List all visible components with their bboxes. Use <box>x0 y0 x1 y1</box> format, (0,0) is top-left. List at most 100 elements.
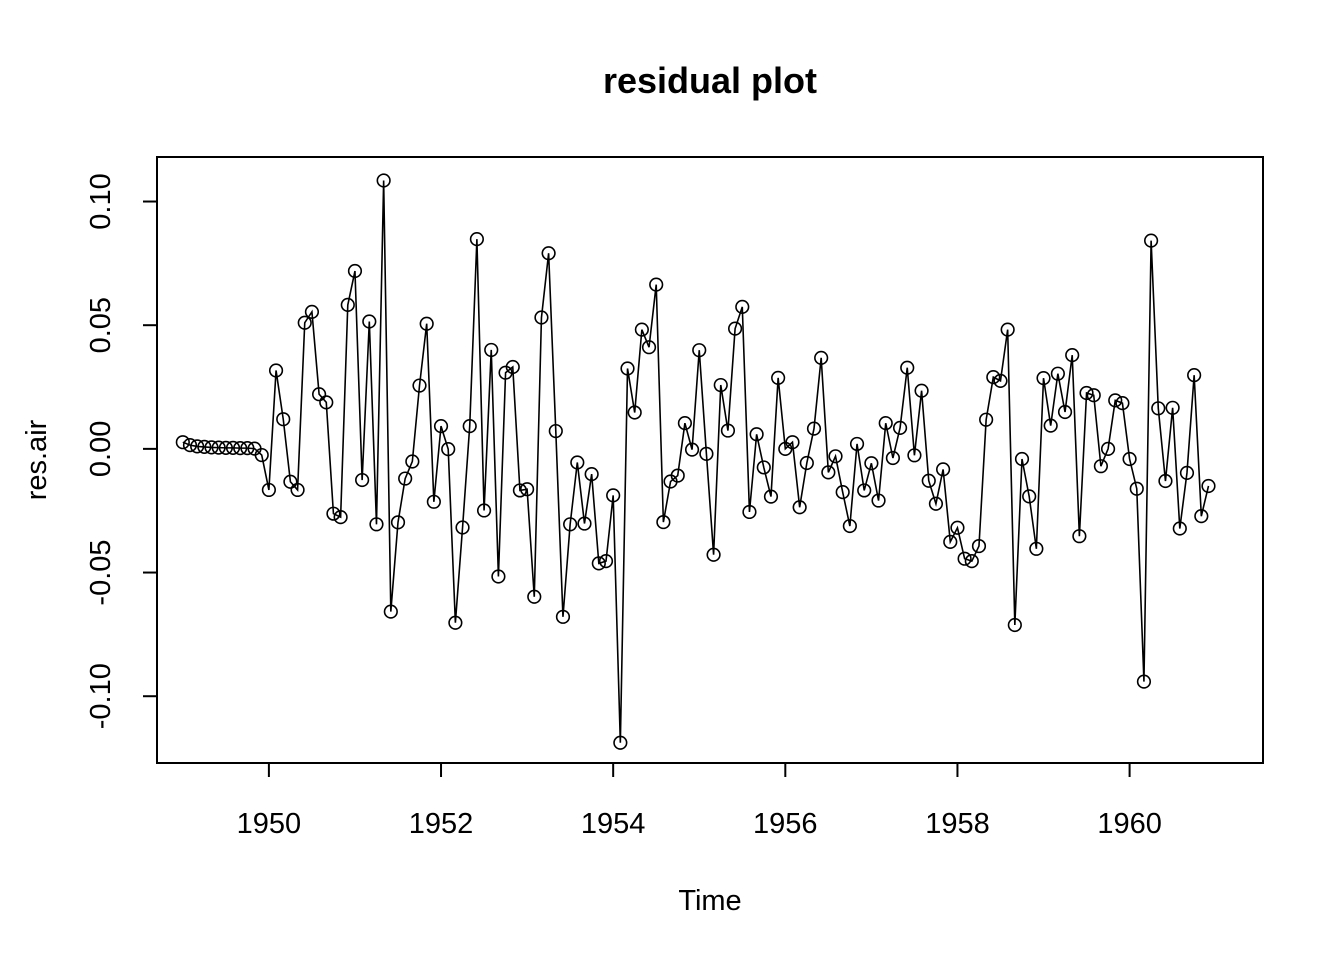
data-point <box>1108 393 1123 408</box>
data-point <box>971 538 987 554</box>
data-point <box>591 556 606 571</box>
data-point <box>785 435 800 450</box>
data-point <box>1144 233 1159 248</box>
data-point <box>254 447 269 463</box>
data-point <box>376 173 391 188</box>
series-res-air <box>175 173 1216 750</box>
chart-title: residual plot <box>603 60 817 101</box>
data-point <box>1036 371 1051 386</box>
data-point <box>670 468 685 483</box>
data-point <box>649 277 664 292</box>
data-point <box>1079 385 1094 401</box>
x-tick-label: 1950 <box>237 808 302 840</box>
data-point <box>692 343 707 358</box>
data-point <box>979 412 994 427</box>
data-point <box>347 263 363 279</box>
data-point <box>297 315 312 330</box>
data-point <box>340 297 355 313</box>
y-tick-label: 0.10 <box>85 173 117 229</box>
data-point <box>527 589 542 604</box>
data-point <box>720 423 736 438</box>
data-point <box>763 489 779 504</box>
data-point <box>570 455 585 470</box>
data-point <box>283 474 298 489</box>
data-point <box>519 482 535 497</box>
data-point <box>1165 400 1180 415</box>
data-point <box>290 482 305 498</box>
data-point <box>1122 451 1137 467</box>
data-point <box>1000 322 1015 337</box>
data-point <box>1115 396 1130 411</box>
data-point <box>993 373 1008 388</box>
y-tick-label: -0.10 <box>85 663 117 729</box>
data-point <box>233 441 248 456</box>
data-point <box>706 547 721 562</box>
data-point <box>369 517 384 532</box>
data-point <box>857 483 872 498</box>
data-point <box>1065 348 1080 363</box>
data-point <box>1151 401 1166 416</box>
data-point <box>627 405 642 420</box>
data-point <box>771 370 786 385</box>
data-point <box>175 435 190 450</box>
data-point <box>756 460 771 475</box>
data-point <box>598 554 614 569</box>
data-point <box>749 427 764 442</box>
data-point <box>921 473 936 488</box>
data-point <box>907 448 922 463</box>
data-point <box>462 419 477 434</box>
data-point <box>821 465 836 480</box>
data-point <box>218 440 233 455</box>
x-tick-label: 1958 <box>925 808 990 840</box>
x-tick-label: 1952 <box>409 808 474 840</box>
data-point <box>448 615 463 630</box>
data-point <box>1100 441 1116 456</box>
data-point <box>433 419 449 434</box>
data-point <box>197 439 212 454</box>
data-point <box>1050 366 1065 381</box>
data-point <box>548 423 563 439</box>
data-point <box>268 363 284 378</box>
data-point <box>900 360 915 375</box>
data-point <box>1043 418 1058 433</box>
data-point <box>613 735 628 750</box>
data-point <box>405 454 420 469</box>
data-point <box>512 483 528 498</box>
data-point <box>1072 529 1087 544</box>
data-point <box>584 467 599 482</box>
data-point <box>383 604 398 619</box>
x-tick-label: 1956 <box>753 808 818 840</box>
data-point <box>986 370 1001 385</box>
data-point <box>677 416 693 431</box>
data-point <box>419 316 434 331</box>
data-point <box>261 482 276 498</box>
data-point <box>1007 617 1022 633</box>
data-point <box>204 440 219 455</box>
data-point <box>634 322 649 337</box>
x-tick-label: 1954 <box>581 808 646 840</box>
x-axis-label: Time <box>678 885 741 917</box>
x-tick-label: 1960 <box>1097 808 1162 840</box>
data-point <box>699 446 714 461</box>
data-point <box>792 500 807 515</box>
data-point <box>240 441 255 456</box>
data-point <box>964 554 979 569</box>
y-tick-label: -0.05 <box>85 539 117 605</box>
y-tick-label: 0.05 <box>85 297 117 353</box>
data-point <box>1057 404 1073 420</box>
data-point <box>742 504 757 520</box>
data-point <box>943 534 958 549</box>
data-point <box>563 517 578 532</box>
data-point <box>469 232 484 247</box>
data-point <box>1014 451 1030 467</box>
data-point <box>735 299 750 314</box>
data-point <box>620 361 635 376</box>
data-point <box>1086 388 1101 403</box>
y-axis-label: res.air <box>21 419 53 500</box>
data-point <box>871 493 886 508</box>
data-point <box>276 412 291 427</box>
data-point <box>1179 465 1195 480</box>
data-point <box>1029 541 1044 556</box>
data-point <box>319 395 334 410</box>
